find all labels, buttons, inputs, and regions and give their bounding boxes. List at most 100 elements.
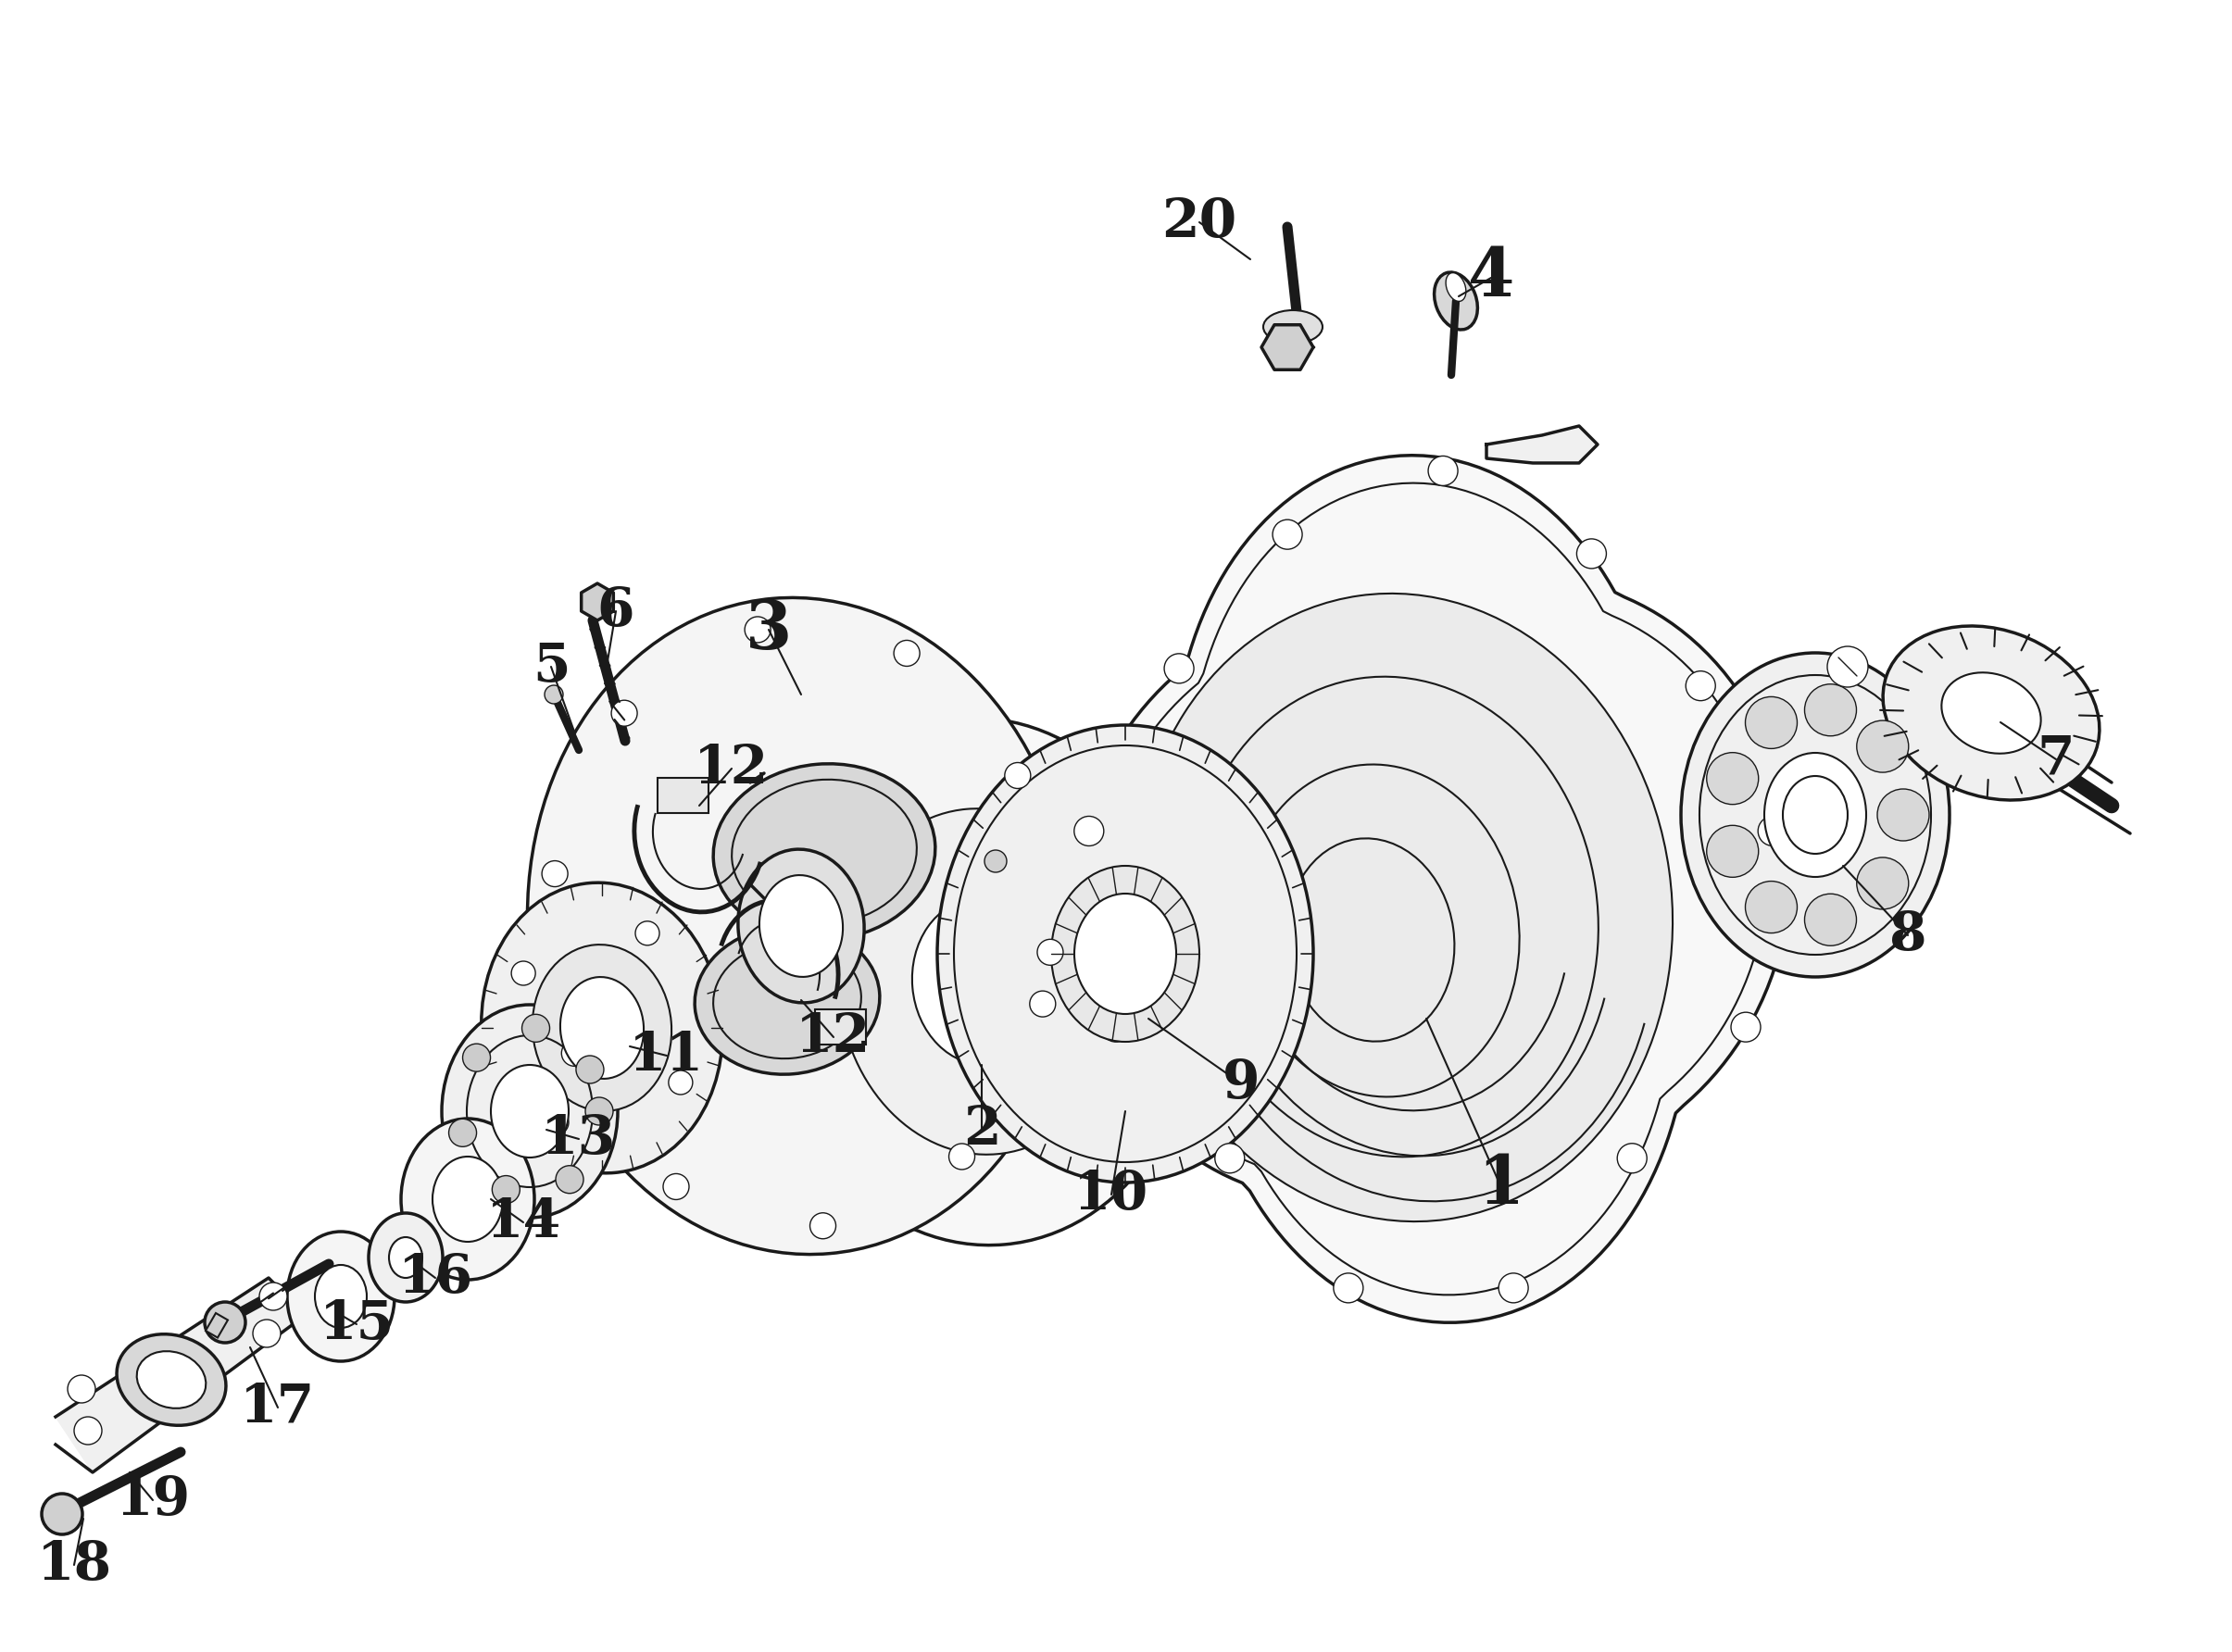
Ellipse shape <box>388 1237 422 1279</box>
Circle shape <box>1806 684 1857 735</box>
Ellipse shape <box>1681 653 1949 976</box>
Circle shape <box>449 1118 478 1146</box>
Circle shape <box>745 616 770 643</box>
Circle shape <box>984 851 1007 872</box>
Text: 12: 12 <box>797 1011 870 1062</box>
Circle shape <box>1498 1274 1529 1303</box>
Bar <box>658 778 708 813</box>
Circle shape <box>1806 894 1857 945</box>
Ellipse shape <box>759 876 844 976</box>
Ellipse shape <box>937 725 1312 1183</box>
Circle shape <box>949 1143 975 1170</box>
Text: 3: 3 <box>745 596 792 662</box>
Ellipse shape <box>1074 894 1176 1014</box>
Ellipse shape <box>482 882 723 1173</box>
Text: 14: 14 <box>487 1196 560 1249</box>
Circle shape <box>545 1110 569 1135</box>
Circle shape <box>1857 720 1908 773</box>
Ellipse shape <box>533 945 672 1112</box>
Ellipse shape <box>433 1156 502 1242</box>
Ellipse shape <box>763 719 1201 1246</box>
Polygon shape <box>1071 456 1790 1323</box>
Circle shape <box>1745 697 1797 748</box>
Ellipse shape <box>1884 626 2100 800</box>
Polygon shape <box>580 583 614 621</box>
Circle shape <box>42 1493 83 1535</box>
Circle shape <box>1618 1143 1647 1173</box>
Ellipse shape <box>560 976 643 1079</box>
Ellipse shape <box>913 899 1051 1066</box>
Circle shape <box>1877 790 1928 841</box>
Circle shape <box>576 1056 605 1084</box>
Circle shape <box>1428 456 1457 486</box>
Text: 9: 9 <box>1223 1057 1259 1110</box>
Ellipse shape <box>1435 273 1478 330</box>
Text: 5: 5 <box>531 641 569 692</box>
Text: 18: 18 <box>36 1540 112 1591</box>
Circle shape <box>462 1044 491 1072</box>
Text: 16: 16 <box>397 1252 473 1303</box>
Circle shape <box>1165 654 1194 684</box>
Ellipse shape <box>1263 311 1324 344</box>
Circle shape <box>663 1173 690 1199</box>
Circle shape <box>810 1213 835 1239</box>
Circle shape <box>1857 857 1908 909</box>
Ellipse shape <box>694 925 879 1074</box>
Circle shape <box>1272 520 1301 548</box>
Ellipse shape <box>491 1066 569 1158</box>
Text: 2: 2 <box>962 1104 1000 1156</box>
Circle shape <box>545 686 562 704</box>
Text: 7: 7 <box>2038 733 2076 785</box>
Text: 4: 4 <box>1469 244 1516 311</box>
Text: 11: 11 <box>629 1029 705 1082</box>
Ellipse shape <box>1051 866 1199 1042</box>
Text: 20: 20 <box>1161 197 1237 248</box>
Text: 1: 1 <box>1478 1153 1524 1218</box>
Ellipse shape <box>1763 753 1866 877</box>
Bar <box>205 1313 228 1338</box>
Text: 8: 8 <box>1888 909 1926 961</box>
Ellipse shape <box>527 598 1076 1254</box>
Circle shape <box>1038 940 1062 965</box>
Ellipse shape <box>837 808 1125 1155</box>
Circle shape <box>1029 991 1056 1018</box>
Circle shape <box>1759 816 1788 846</box>
Circle shape <box>259 1282 288 1310</box>
Circle shape <box>670 1070 692 1095</box>
Polygon shape <box>1487 426 1598 463</box>
Ellipse shape <box>288 1232 395 1361</box>
Circle shape <box>1576 539 1607 568</box>
Circle shape <box>1333 1274 1364 1303</box>
Circle shape <box>636 922 658 945</box>
Circle shape <box>556 1166 583 1193</box>
Circle shape <box>511 961 536 985</box>
Circle shape <box>1685 671 1716 700</box>
Text: 6: 6 <box>598 585 634 638</box>
Ellipse shape <box>315 1265 366 1328</box>
Text: 12: 12 <box>694 743 770 795</box>
Circle shape <box>562 1041 587 1066</box>
Ellipse shape <box>402 1118 533 1280</box>
Ellipse shape <box>1783 776 1848 854</box>
Circle shape <box>1732 1013 1761 1042</box>
Circle shape <box>252 1320 281 1348</box>
Text: 17: 17 <box>241 1381 315 1434</box>
Circle shape <box>1828 646 1868 687</box>
Circle shape <box>74 1417 103 1444</box>
Ellipse shape <box>714 763 935 940</box>
Ellipse shape <box>739 849 864 1003</box>
Text: 19: 19 <box>116 1474 190 1526</box>
Ellipse shape <box>368 1213 442 1302</box>
Bar <box>815 1009 866 1044</box>
Circle shape <box>612 700 638 727</box>
Ellipse shape <box>1134 593 1672 1221</box>
Polygon shape <box>1261 325 1312 370</box>
Ellipse shape <box>442 1004 618 1218</box>
Circle shape <box>1707 753 1759 805</box>
Ellipse shape <box>116 1335 225 1426</box>
Circle shape <box>1074 816 1105 846</box>
Circle shape <box>1707 826 1759 877</box>
Ellipse shape <box>136 1351 205 1408</box>
Ellipse shape <box>1942 672 2040 753</box>
Circle shape <box>1745 881 1797 933</box>
